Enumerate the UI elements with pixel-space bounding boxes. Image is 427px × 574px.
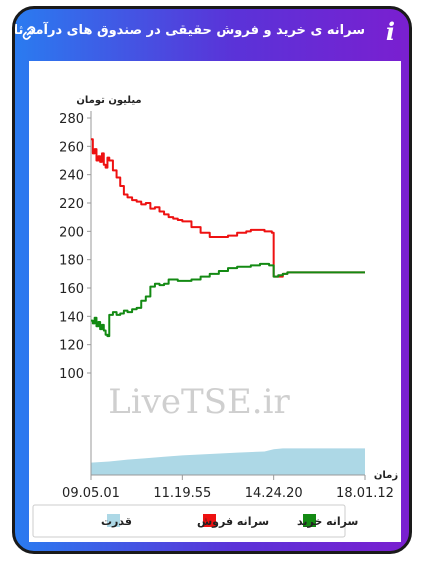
legend [32,504,346,538]
watermark: LiveTSE.ir [108,382,290,422]
y-tick-label: 240 [59,169,84,184]
buy-per-capita-line [91,262,365,338]
chart-title: سرانه ی خرید و فروش حقیقی در صندوق های د… [12,23,365,38]
x-tick-label: 18.01.12 [336,486,394,501]
legend-label: قدرت [101,515,132,528]
legend-label: سرانه خرید [297,515,358,528]
legend-swatch [203,514,216,527]
y-tick-label: 160 [59,282,84,297]
y-tick-label: 140 [59,310,84,325]
power-area [91,448,365,475]
y-tick-label: 220 [59,197,84,212]
x-axis-label: زمان [374,470,398,481]
y-tick-label: 260 [59,140,84,155]
chart-panel: 100 120 140 160 180 200 220 240 260 280 09.05.01 11… [29,61,401,542]
legend-label: سرانه فروش [197,515,269,528]
y-tick-label: 100 [59,367,84,382]
info-icon[interactable]: i [385,17,395,46]
y-tick-label: 120 [59,339,84,354]
line-chart: 100 120 140 160 180 200 220 240 260 280 09.05.01 11… [32,95,398,538]
y-tick-label: 200 [59,225,84,240]
y-tick-label: 180 [59,254,84,269]
card-header: سرانه ی خرید و فروش حقیقی در صندوق های د… [15,9,409,61]
x-tick-label: 14.24.20 [245,486,303,501]
chart-card: سرانه ی خرید و فروش حقیقی در صندوق های د… [12,6,412,554]
legend-swatch [303,514,316,527]
sell-per-capita-line [91,138,365,278]
x-tick-label: 11.19.55 [153,486,211,501]
link-icon[interactable] [21,25,37,41]
y-tick-label: 280 [59,112,84,127]
y-axis-label: میلیون تومان [76,95,141,106]
x-tick-label: 09.05.01 [62,486,120,501]
legend-swatch [107,514,120,527]
